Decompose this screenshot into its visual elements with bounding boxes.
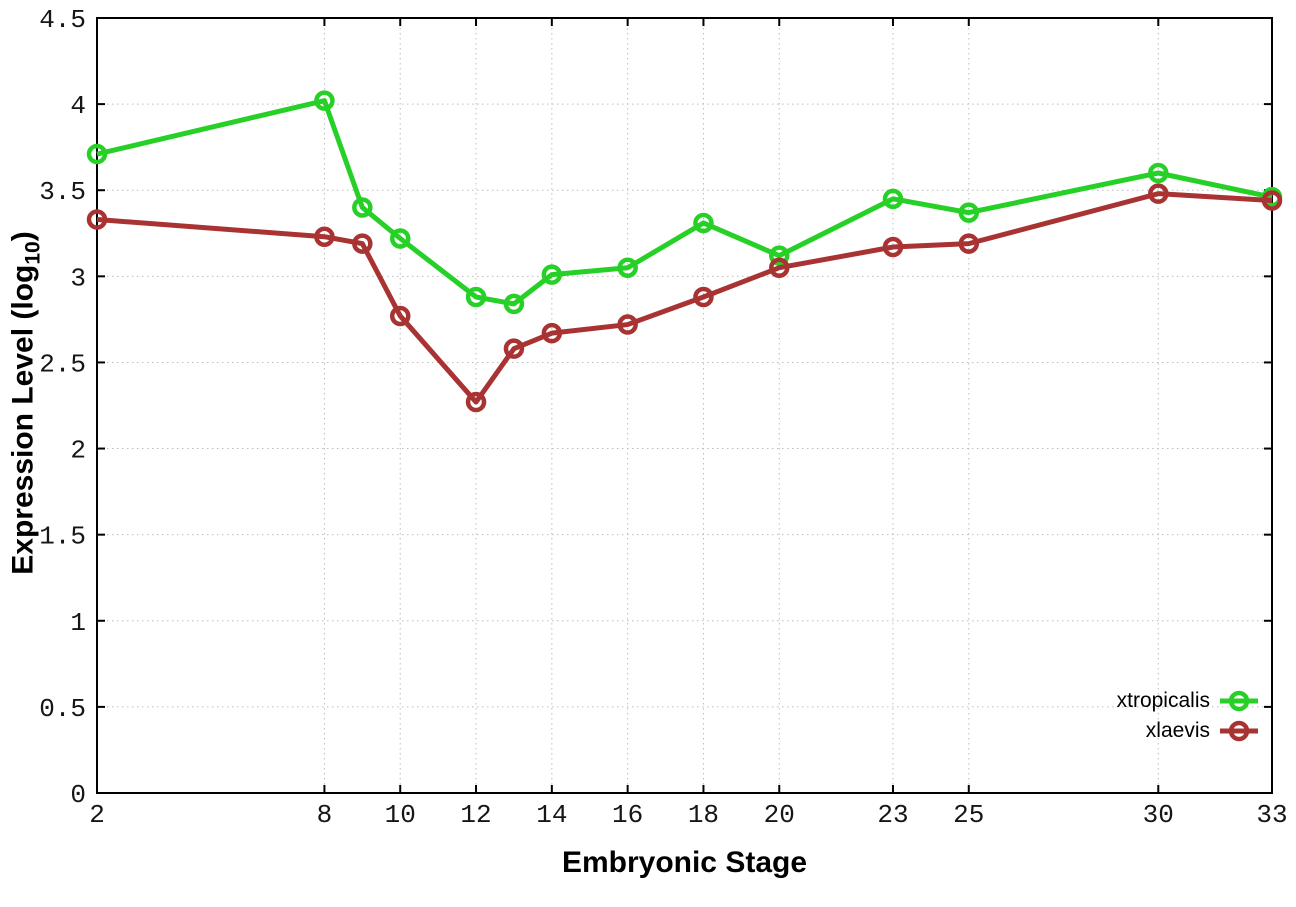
x-tick-label: 8 <box>317 800 333 830</box>
x-tick-label: 18 <box>688 800 719 830</box>
series-line-xlaevis <box>96 191 1273 405</box>
data-point-xtropicalis <box>693 212 714 234</box>
data-point-xlaevis <box>503 338 525 359</box>
data-point-xlaevis <box>617 314 638 335</box>
x-tick-label: 25 <box>953 800 984 830</box>
data-point-xtropicalis <box>617 257 638 278</box>
legend-sample-xlaevis <box>1220 720 1258 742</box>
y-axis-title: Expression Level (log10) <box>7 231 46 574</box>
data-point-xlaevis <box>389 305 411 327</box>
legend-entry-xtropicalis: xtropicalis <box>1117 686 1260 716</box>
x-tick-label: 10 <box>385 800 416 830</box>
data-point-xtropicalis <box>314 90 335 111</box>
y-axis-title-text: Expression Level (log <box>6 264 40 575</box>
y-axis-title-subscript: 10 <box>21 241 45 265</box>
data-point-xlaevis <box>769 257 790 278</box>
legend-marker-icon <box>1228 690 1250 712</box>
data-point-xtropicalis <box>465 286 487 308</box>
y-tick-label: 1.5 <box>39 522 86 552</box>
data-point-xlaevis <box>465 391 487 413</box>
legend-sample-xtropicalis <box>1220 690 1258 712</box>
legend-label-xlaevis: xlaevis <box>1145 719 1210 742</box>
data-point-xlaevis <box>314 226 335 247</box>
y-tick-label: 2 <box>70 436 86 466</box>
data-point-xtropicalis <box>541 264 563 285</box>
data-point-xtropicalis <box>882 188 904 210</box>
data-point-xlaevis <box>958 233 980 254</box>
data-point-xlaevis <box>86 209 108 230</box>
x-tick-label: 23 <box>877 800 908 830</box>
x-tick-label: 12 <box>460 800 491 830</box>
x-tick-label: 33 <box>1256 800 1287 830</box>
y-tick-label: 2.5 <box>39 349 86 379</box>
x-tick-label: 30 <box>1143 800 1174 830</box>
data-point-xtropicalis <box>86 143 108 165</box>
data-point-xlaevis <box>882 236 904 258</box>
x-tick-label: 2 <box>89 800 105 830</box>
legend-marker-icon <box>1228 720 1250 742</box>
x-tick-label: 16 <box>612 800 643 830</box>
data-point-xtropicalis <box>389 228 411 249</box>
legend: xtropicalis xlaevis <box>1117 686 1260 746</box>
y-tick-label: 1 <box>70 608 86 638</box>
data-point-xlaevis <box>1261 190 1283 211</box>
data-point-xlaevis <box>541 322 563 344</box>
data-point-xlaevis <box>693 286 714 308</box>
y-tick-label: 3.5 <box>39 177 86 207</box>
y-axis-title-close: ) <box>6 231 40 242</box>
data-point-xtropicalis <box>958 202 980 223</box>
data-point-xlaevis <box>352 233 373 254</box>
data-point-xtropicalis <box>769 245 790 266</box>
data-point-xtropicalis <box>352 197 373 218</box>
data-point-xtropicalis <box>503 293 525 315</box>
legend-label-xtropicalis: xtropicalis <box>1116 689 1210 712</box>
x-axis-title: Embryonic Stage <box>561 846 808 879</box>
series-line-xtropicalis <box>96 98 1273 307</box>
y-tick-label: 3 <box>70 263 86 293</box>
data-point-xlaevis <box>1148 183 1169 204</box>
y-tick-label: 0 <box>70 780 86 810</box>
y-tick-label: 0.5 <box>39 694 86 724</box>
legend-entry-xlaevis: xlaevis <box>1117 716 1260 746</box>
plot-border <box>96 17 1273 794</box>
x-tick-label: 14 <box>536 800 567 830</box>
data-point-xtropicalis <box>1148 162 1169 184</box>
y-tick-label: 4 <box>70 91 86 121</box>
y-tick-label: 4.5 <box>39 5 86 35</box>
x-tick-label: 20 <box>764 800 795 830</box>
